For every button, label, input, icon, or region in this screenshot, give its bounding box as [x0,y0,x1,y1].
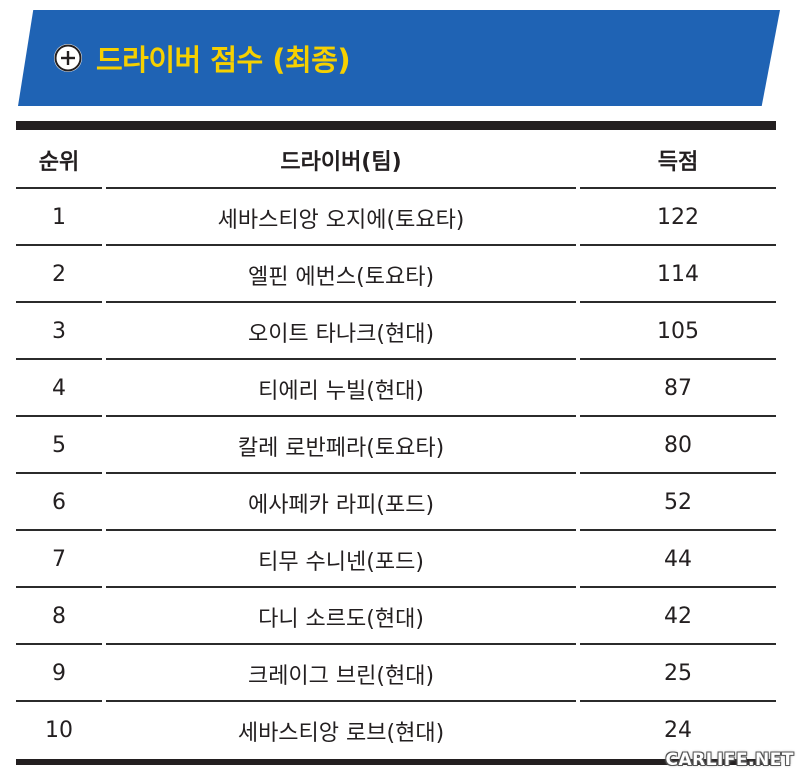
table-row: 5 칼레 로반페라(토요타) 80 [16,417,776,474]
table-bottom-rule [16,759,776,765]
rank-cell: 6 [16,474,102,531]
rank-cell: 3 [16,303,102,360]
title-banner [18,10,780,106]
table-row: 7 티무 수니넨(포드) 44 [16,531,776,588]
table-row: 10 세바스티앙 로브(현대) 24 [16,702,776,759]
rank-cell: 9 [16,645,102,702]
points-cell: 42 [580,588,776,645]
driver-cell: 크레이그 브린(현대) [106,645,576,702]
driver-cell: 티에리 누빌(현대) [106,360,576,417]
points-cell: 52 [580,474,776,531]
table-row: 3 오이트 타나크(현대) 105 [16,303,776,360]
rank-cell: 7 [16,531,102,588]
table-row: 8 다니 소르도(현대) 42 [16,588,776,645]
title-banner-content: 드라이버 점수 (최종) [54,10,351,106]
header-rank: 순위 [16,130,102,189]
rank-cell: 8 [16,588,102,645]
header-points: 득점 [580,130,776,189]
rank-cell: 10 [45,718,73,743]
table-row: 2 엘핀 에번스(토요타) 114 [16,246,776,303]
points-cell: 44 [580,531,776,588]
watermark: CARLIFE.NET [665,750,794,770]
rank-cell: 4 [16,360,102,417]
driver-cell: 다니 소르도(현대) [106,588,576,645]
points-cell: 114 [580,246,776,303]
standings-table: 순위 드라이버(팀) 득점 1 세바스티앙 오지에(토요타) 122 2 엘핀 … [16,121,776,765]
table-row: 6 에사페카 라피(포드) 52 [16,474,776,531]
points-cell: 122 [580,189,776,246]
plus-circle-icon [54,44,82,72]
points-cell: 24 [664,718,692,743]
rank-cell: 5 [16,417,102,474]
table-top-rule [16,121,776,130]
points-cell: 105 [580,303,776,360]
driver-cell: 오이트 타나크(현대) [106,303,576,360]
table-header-row: 순위 드라이버(팀) 득점 [16,130,776,189]
table-row: 9 크레이그 브린(현대) 25 [16,645,776,702]
driver-cell: 세바스티앙 로브(현대) [237,720,445,746]
driver-cell: 에사페카 라피(포드) [106,474,576,531]
rank-cell: 1 [16,189,102,246]
driver-cell: 칼레 로반페라(토요타) [106,417,576,474]
table-row: 1 세바스티앙 오지에(토요타) 122 [16,189,776,246]
page-title: 드라이버 점수 (최종) [96,43,351,77]
driver-cell: 세바스티앙 오지에(토요타) [106,189,576,246]
points-cell: 25 [580,645,776,702]
points-cell: 80 [580,417,776,474]
header-driver: 드라이버(팀) [106,130,576,189]
rank-cell: 2 [16,246,102,303]
driver-cell: 엘핀 에번스(토요타) [106,246,576,303]
points-cell: 87 [580,360,776,417]
table-row: 4 티에리 누빌(현대) 87 [16,360,776,417]
driver-cell: 티무 수니넨(포드) [106,531,576,588]
